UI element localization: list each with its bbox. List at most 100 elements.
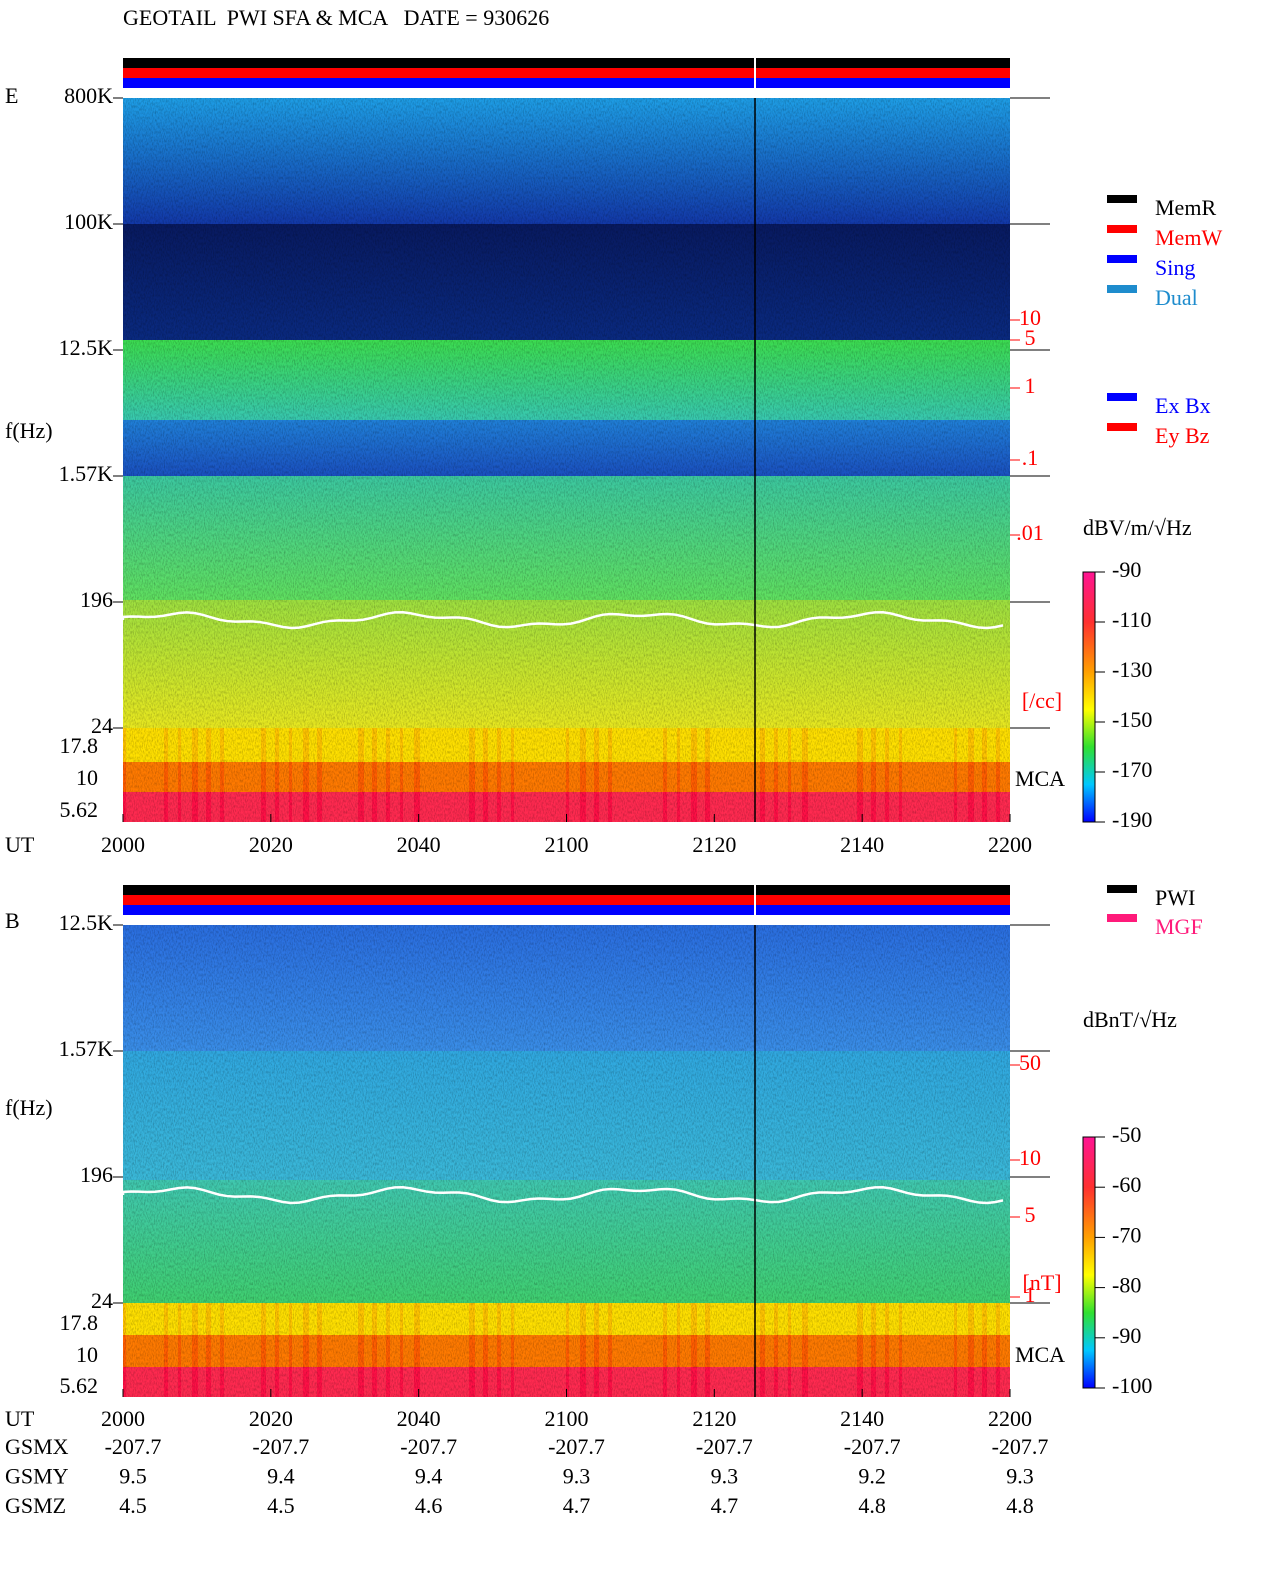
legend-swatch [1107,285,1137,293]
status-bar [123,78,1010,88]
status-bar [123,905,1010,915]
legend-label: Sing [1155,255,1195,280]
status-bar [123,895,1010,905]
colorbar [1082,571,1096,823]
ephemeris-value: 9.4 [415,1464,443,1489]
x-tick-label: 2120 [692,832,736,857]
colorbar-tick-label: -90 [1112,557,1141,582]
scale-tick-label: 1 [1025,1282,1036,1307]
ephemeris-value: 4.8 [1006,1493,1034,1518]
y-tick-label: 12.5K [59,910,114,935]
scale-tick-label: 10 [1019,305,1041,330]
mca-tick-label: 10 [76,1342,98,1367]
legend-swatch [1107,914,1137,922]
ephemeris-name: GSMY [5,1464,69,1489]
status-bar [123,885,1010,895]
colorbar-unit: dBnT/√Hz [1083,1007,1177,1032]
ephemeris-value: 9.5 [119,1464,147,1489]
scale-tick-label: .01 [1016,520,1044,545]
x-tick-label: 2120 [692,1406,736,1431]
colorbar-tick-label: -150 [1112,707,1152,732]
scale-tick-label: 5 [1025,1202,1036,1227]
ephemeris-value: -207.7 [844,1434,901,1459]
colorbar-tick-label: -100 [1112,1373,1152,1398]
x-tick-label: 2200 [988,1406,1032,1431]
colorbar-tick-label: -170 [1112,757,1152,782]
y-tick-label: 1.57K [59,461,114,486]
y-tick-label: 100K [64,209,113,234]
mca-label: MCA [1015,766,1065,791]
legend-label: MemW [1155,225,1222,250]
legend-swatch [1107,255,1137,263]
y-tick-label: 196 [80,1162,113,1187]
noise [123,925,1010,1397]
ephemeris-value: 9.4 [267,1464,295,1489]
mca-tick-label: 5.62 [60,1373,99,1398]
ephemeris-name: GSMX [5,1434,69,1459]
colorbar-tick-label: -130 [1112,657,1152,682]
x-tick-label: 2020 [249,832,293,857]
mca-tick-label: 17.8 [60,733,99,758]
ephemeris-value: -207.7 [105,1434,162,1459]
legend-label: MGF [1155,914,1203,939]
status-bar [123,58,1010,68]
y-tick-label: 1.57K [59,1036,114,1061]
legend-label: MemR [1155,195,1216,220]
status-bar [123,68,1010,78]
legend-swatch [1107,885,1137,893]
colorbar [1082,1136,1096,1389]
scale-tick-label: 5 [1025,325,1036,350]
panel-label: E [5,83,18,108]
ephemeris-value: 9.3 [563,1464,591,1489]
legend-swatch [1107,195,1137,203]
y-tick-label: 24 [91,713,113,738]
legend-swatch [1107,225,1137,233]
ephemeris-name: GSMZ [5,1493,66,1518]
x-tick-label: 2020 [249,1406,293,1431]
legend-label: Ey Bz [1155,423,1210,448]
y-axis-label: f(Hz) [5,418,53,443]
noise [123,98,1010,822]
mca-tick-label: 5.62 [60,797,99,822]
legend-label: Ex Bx [1155,393,1211,418]
ephemeris-value: 9.3 [711,1464,739,1489]
x-tick-label: 2000 [101,832,145,857]
x-axis-label: UT [5,832,35,857]
colorbar-unit: dBV/m/√Hz [1083,515,1192,540]
mca-tick-label: 17.8 [60,1310,99,1335]
ephemeris-value: 4.7 [563,1493,591,1518]
ephemeris-value: -207.7 [252,1434,309,1459]
scale-tick-label: 50 [1019,1050,1041,1075]
plasma-line [121,1186,1004,1205]
legend-label: PWI [1155,885,1195,910]
ephemeris-value: -207.7 [696,1434,753,1459]
scale-tick-label: 10 [1019,1145,1041,1170]
scale-unit: [/cc] [1022,688,1062,713]
x-tick-label: 2100 [545,1406,589,1431]
ephemeris-value: 4.6 [415,1493,443,1518]
ephemeris-value: 4.5 [119,1493,147,1518]
ephemeris-value: -207.7 [400,1434,457,1459]
mca-label: MCA [1015,1342,1065,1367]
title: GEOTAIL PWI SFA & MCA DATE = 930626 [123,5,549,30]
colorbar-tick-label: -50 [1112,1122,1141,1147]
plasma-line [121,611,1004,630]
ephemeris-value: 4.8 [858,1493,886,1518]
colorbar-tick-label: -110 [1112,607,1152,632]
colorbar-tick-label: -90 [1112,1323,1141,1348]
x-tick-label: 2000 [101,1406,145,1431]
legend-label: Dual [1155,285,1198,310]
ephemeris-value: -207.7 [548,1434,605,1459]
ephemeris-value: 4.5 [267,1493,295,1518]
mca-tick-label: 10 [76,765,98,790]
colorbar-tick-label: -70 [1112,1222,1141,1247]
colorbar-tick-label: -60 [1112,1172,1141,1197]
colorbar-tick-label: -190 [1112,807,1152,832]
x-tick-label: 2140 [840,1406,884,1431]
ephemeris-value: 4.7 [711,1493,739,1518]
y-tick-label: 24 [91,1288,113,1313]
x-tick-label: 2100 [545,832,589,857]
y-tick-label: 800K [64,83,113,108]
x-axis-label: UT [5,1406,35,1431]
